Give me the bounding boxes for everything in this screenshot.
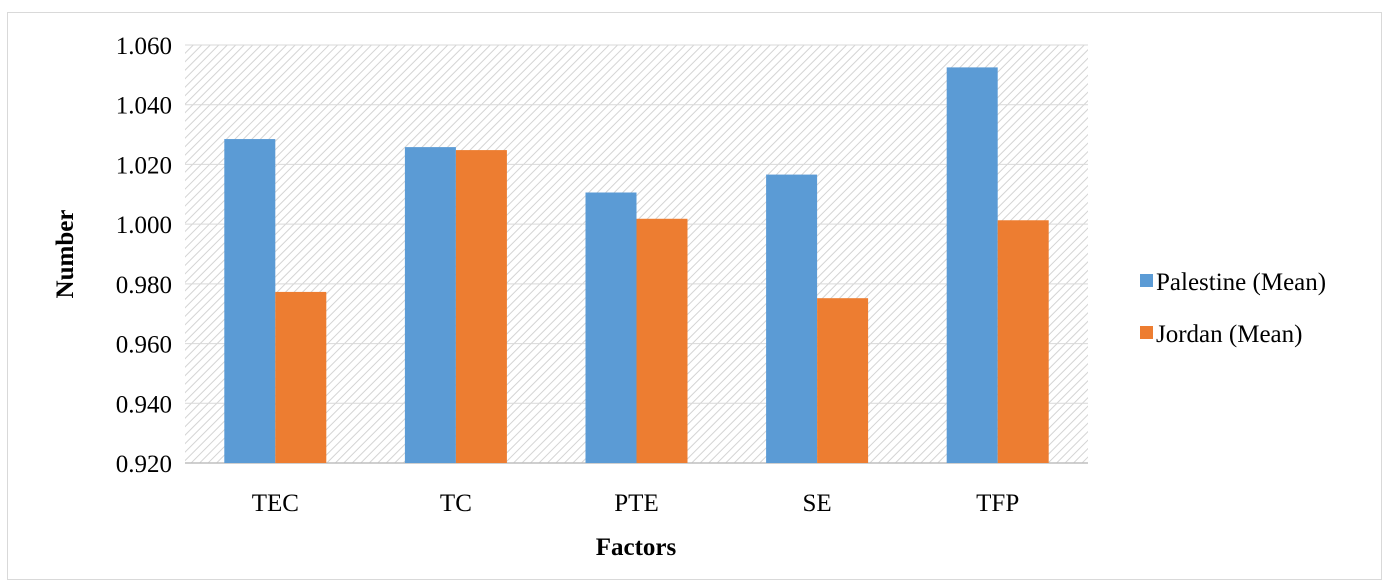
bar-jordan-pte — [636, 218, 688, 463]
bar-palestine-se — [766, 174, 818, 463]
bar-palestine-tc — [404, 147, 456, 463]
x-tick-label: TEC — [252, 490, 299, 517]
y-axis-ticks: 0.920 0.940 0.960 0.980 1.000 1.020 1.040 1.060 — [116, 33, 172, 478]
x-tick-label: TFP — [976, 490, 1019, 517]
x-tick-label: SE — [803, 490, 832, 517]
legend-swatch-jordan — [1140, 326, 1153, 339]
x-axis-ticks: TEC TC PTE SE TFP — [252, 490, 1020, 517]
y-axis-title: Number — [52, 210, 79, 299]
y-tick-label: 1.000 — [116, 212, 172, 239]
bar-jordan-tec — [275, 291, 327, 463]
bars — [224, 67, 1049, 464]
legend-swatch-palestine — [1140, 274, 1153, 287]
y-tick-label: 1.020 — [116, 152, 172, 179]
bar-palestine-tfp — [946, 67, 998, 464]
bar-jordan-tfp — [997, 220, 1049, 463]
bar-palestine-pte — [585, 192, 637, 463]
y-tick-label: 0.980 — [116, 272, 172, 299]
legend: Palestine (Mean) Jordan (Mean) — [1140, 269, 1326, 348]
y-tick-label: 0.940 — [116, 391, 172, 418]
y-tick-label: 0.920 — [116, 451, 172, 478]
x-axis-title: Factors — [596, 534, 677, 561]
y-tick-label: 0.960 — [116, 332, 172, 359]
y-tick-label: 1.060 — [116, 33, 172, 60]
bar-jordan-tc — [455, 150, 507, 463]
legend-label-jordan: Jordan (Mean) — [1156, 321, 1302, 348]
y-tick-label: 1.040 — [116, 93, 172, 120]
x-tick-label: TC — [440, 490, 472, 517]
legend-label-palestine: Palestine (Mean) — [1156, 269, 1326, 296]
bar-palestine-tec — [224, 139, 276, 464]
x-tick-label: PTE — [614, 490, 658, 517]
bar-jordan-se — [817, 298, 869, 463]
